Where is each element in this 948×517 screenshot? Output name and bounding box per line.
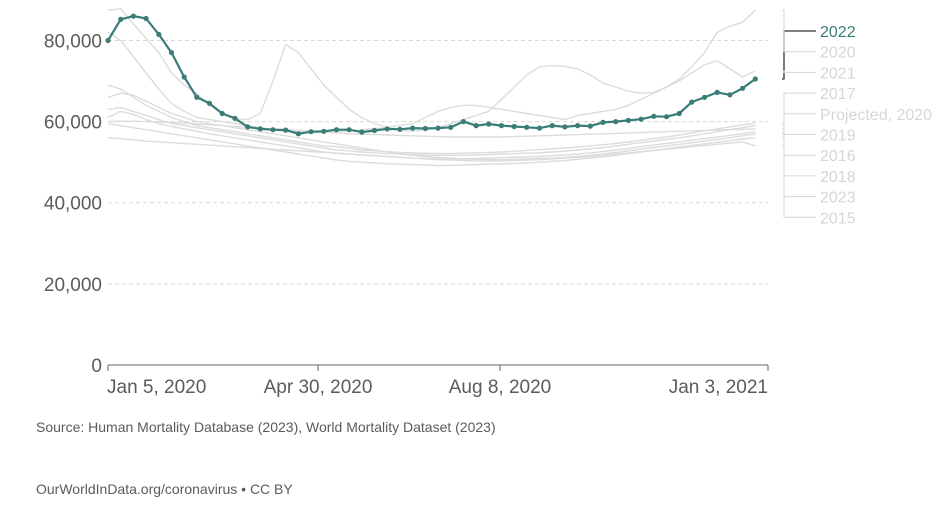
data-point-2022-10[interactable] [232,115,238,121]
x-tick-label-0: Jan 5, 2020 [107,377,206,398]
data-point-2022-44[interactable] [663,114,670,120]
data-point-2022-47[interactable] [701,94,708,100]
series-line-2015 [107,137,756,162]
legend-label-2021[interactable]: 2021 [820,65,856,82]
series-line-2020 [107,8,756,132]
legend-connector-4 [782,113,816,130]
data-point-2022-30[interactable] [486,121,492,127]
legend-connector-3 [782,92,816,124]
data-point-2022-13[interactable] [270,127,276,133]
data-point-2022-48[interactable] [714,89,720,95]
gridlines [108,39,768,285]
legend-connector-0 [782,30,816,80]
data-point-2022-49[interactable] [727,92,733,98]
series-line-2021 [107,31,756,134]
legend-label-2016[interactable]: 2016 [820,148,856,165]
data-point-2022-34[interactable] [536,125,543,131]
data-point-2022-24[interactable] [410,125,416,131]
x-axis: Jan 5, 2020 Apr 30, 2020 Aug 8, 2020 Jan 3,… [107,364,769,398]
data-point-2022-35[interactable] [549,123,555,129]
legend-label-2022[interactable]: 2022 [820,24,856,41]
data-point-2022-38[interactable] [587,123,593,129]
data-point-2022-7[interactable] [194,94,200,100]
data-point-2022-19[interactable] [346,127,352,133]
data-point-2022-6[interactable] [181,74,187,80]
data-point-2022-41[interactable] [625,117,632,123]
y-tick-label-3: 60,000 [44,113,102,134]
source-note: Source: Human Mortality Database (2023),… [36,419,496,435]
legend[interactable]: 2022 2020 2021 2017 Projected, 2020 2019 2016 2… [782,9,932,227]
data-point-2022-31[interactable] [498,123,505,129]
data-point-2022-14[interactable] [283,127,289,133]
data-point-2022-11[interactable] [245,124,251,130]
data-point-2022-43[interactable] [651,113,657,119]
data-point-2022-2[interactable] [130,13,136,19]
data-point-2022-32[interactable] [511,123,517,130]
series-line-2018 [107,92,756,161]
legend-label-2017[interactable]: 2017 [820,86,856,103]
legend-label-2023[interactable]: 2023 [820,190,856,207]
data-point-2022-27[interactable] [448,124,454,130]
data-point-2022-3[interactable] [143,15,149,22]
data-point-2022-39[interactable] [600,119,606,125]
data-point-2022-25[interactable] [422,125,428,132]
legend-connector-5 [782,125,816,135]
legend-connector-6 [782,131,816,156]
highlighted-series[interactable] [105,13,758,137]
data-point-2022-23[interactable] [397,126,403,132]
data-point-2022-9[interactable] [219,110,225,117]
data-point-2022-51[interactable] [752,76,758,82]
data-point-2022-33[interactable] [524,124,530,130]
data-point-2022-36[interactable] [562,124,568,130]
legend-connector-2 [782,70,816,73]
data-point-2022-40[interactable] [613,119,619,125]
data-point-2022-42[interactable] [638,116,644,122]
y-tick-label-2: 40,000 [44,194,102,215]
legend-connector-9 [782,145,816,218]
x-tick-label-3: Jan 3, 2021 [669,377,768,398]
data-point-2022-28[interactable] [460,119,466,125]
data-point-2022-50[interactable] [740,85,746,91]
series-line-2022[interactable] [107,15,756,135]
legend-label-2019[interactable]: 2019 [820,128,856,145]
data-point-2022-21[interactable] [371,127,378,134]
y-tick-label-1: 20,000 [44,275,102,296]
data-point-2022-17[interactable] [321,128,327,134]
background-series-lines [107,8,756,167]
data-point-2022-0[interactable] [105,37,111,44]
data-point-2022-4[interactable] [156,31,162,37]
data-point-2022-46[interactable] [689,99,695,105]
data-point-2022-1[interactable] [118,16,124,22]
data-point-2022-26[interactable] [435,125,441,131]
data-point-2022-18[interactable] [333,127,340,133]
data-point-2022-8[interactable] [206,100,213,106]
y-tick-label-4: 80,000 [44,31,102,52]
data-point-2022-29[interactable] [473,123,479,129]
legend-label-2020[interactable]: 2020 [820,45,856,62]
data-point-2022-5[interactable] [168,50,175,56]
x-tick-label-1: Apr 30, 2020 [264,377,373,398]
series-line-2019 [107,106,756,156]
series-line-2017 [107,84,756,155]
y-axis-tick-labels: 0 20,000 40,000 60,000 80,000 [44,31,102,377]
legend-label-2018[interactable]: 2018 [820,169,856,186]
site-credit-link[interactable]: OurWorldInData.org/coronavirus • CC BY [36,481,293,497]
data-point-2022-37[interactable] [575,123,581,129]
legend-connector-8 [782,137,816,198]
data-point-2022-45[interactable] [676,110,682,117]
data-point-2022-22[interactable] [384,126,390,132]
data-point-2022-12[interactable] [257,126,263,132]
data-point-2022-15[interactable] [295,131,301,137]
legend-label-projected-2020[interactable]: Projected, 2020 [820,107,932,124]
y-tick-label-0: 0 [91,356,102,377]
legend-connector-1 [782,9,816,53]
mortality-line-chart: 0 20,000 40,000 60,000 80,000 Jan 5, 2020 Apr… [44,8,932,398]
legend-label-2015[interactable]: 2015 [820,210,856,227]
data-point-2022-16[interactable] [308,129,314,135]
x-tick-label-2: Aug 8, 2020 [449,377,551,398]
data-point-2022-20[interactable] [359,129,365,135]
